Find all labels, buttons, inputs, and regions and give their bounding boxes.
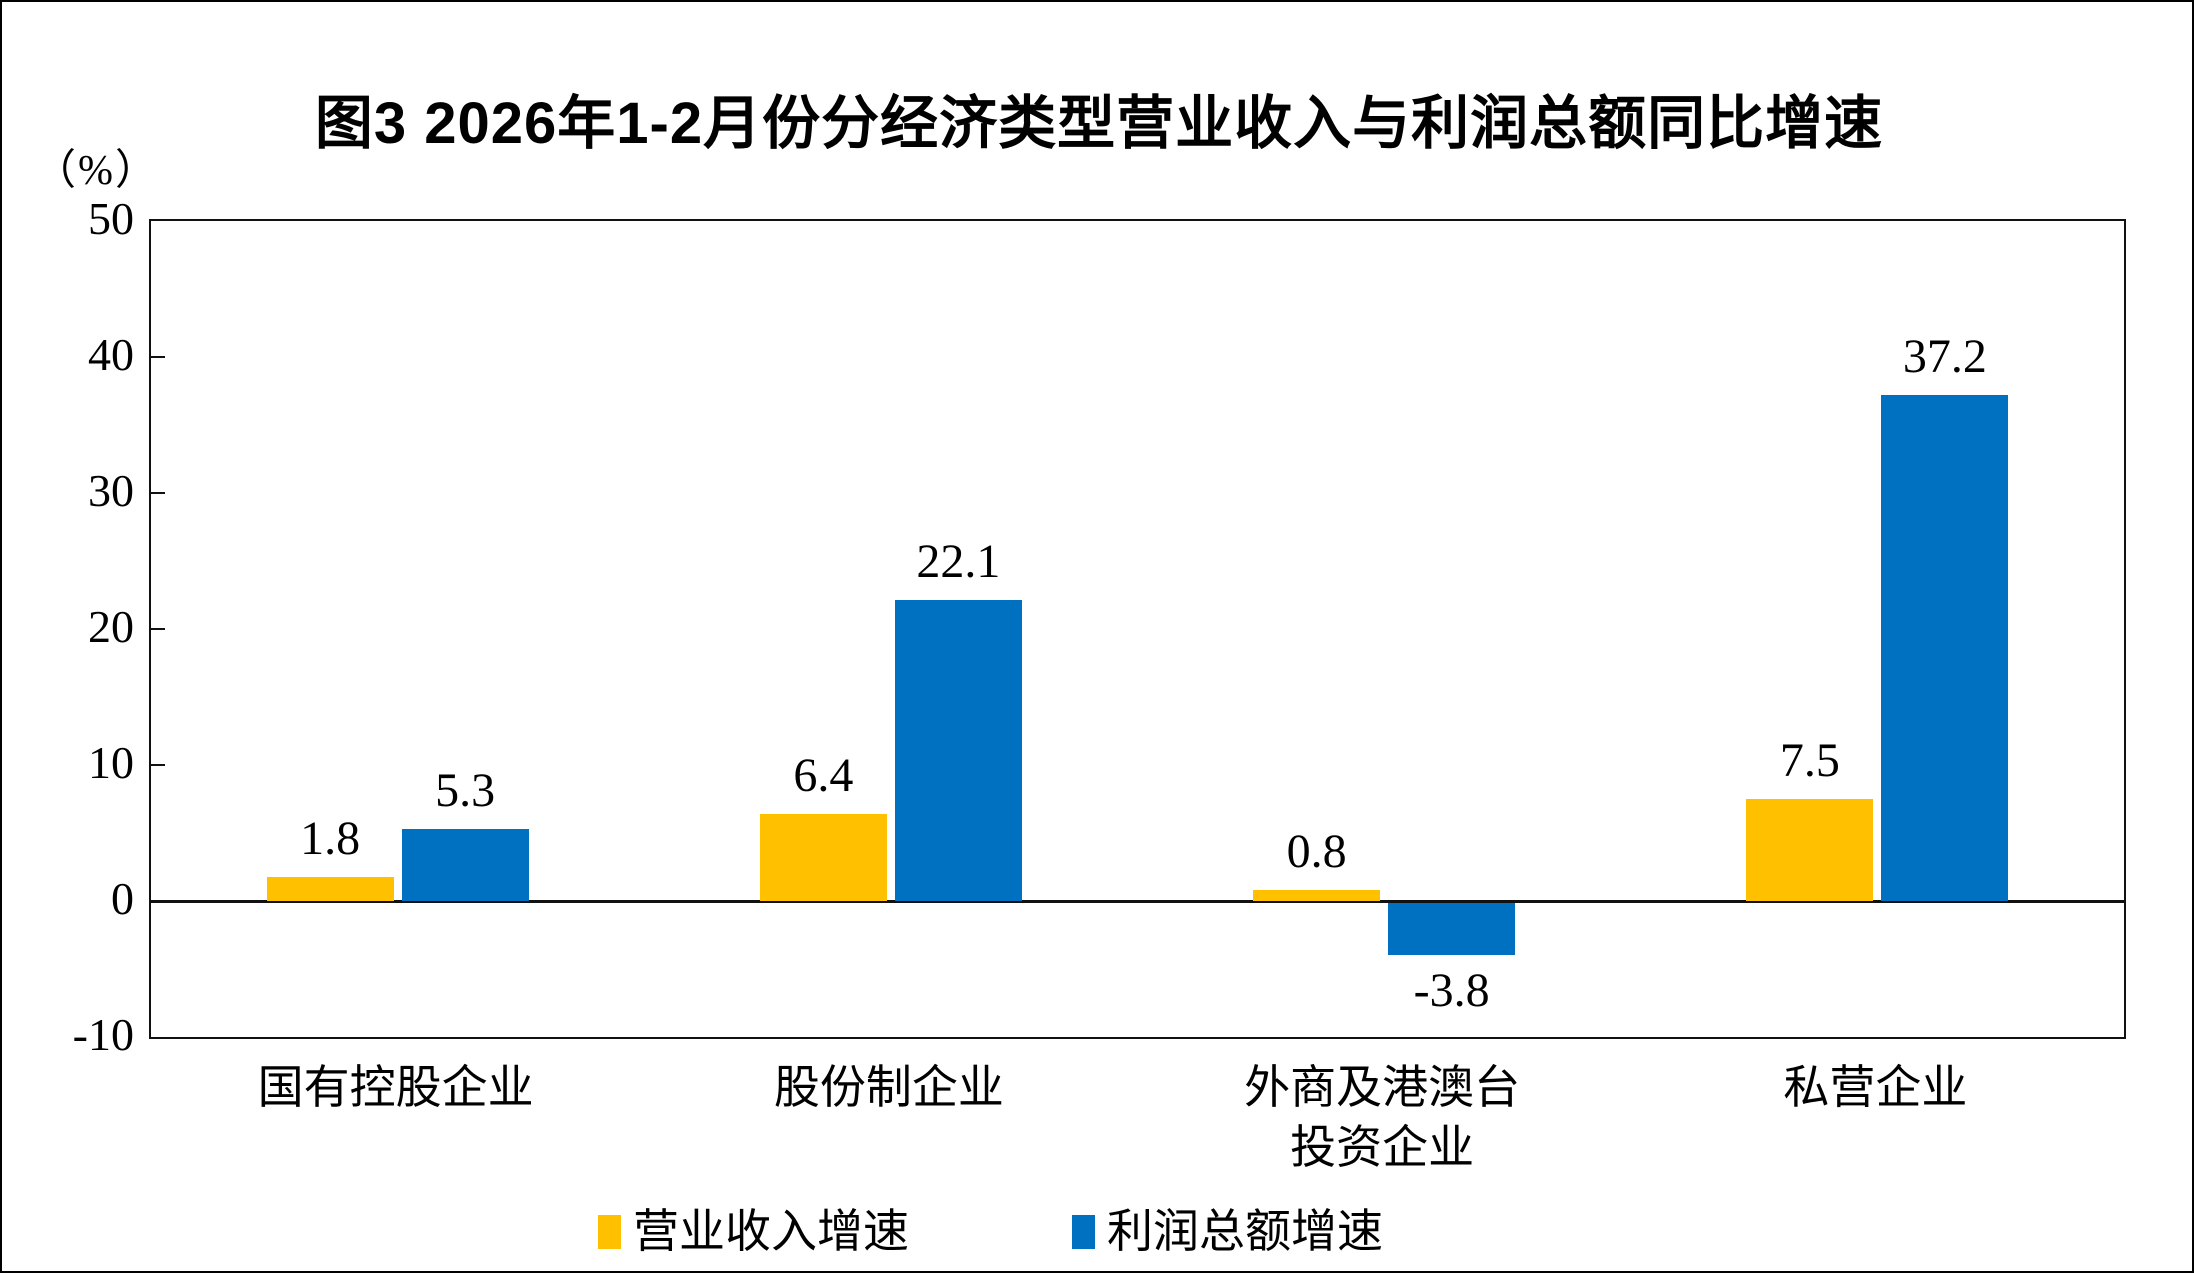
y-axis-tick [151, 764, 165, 766]
category-label: 国有控股企业 [258, 1058, 534, 1118]
bar-value-label: 1.8 [300, 811, 361, 865]
bar [1388, 903, 1516, 955]
y-axis-tick-label: 30 [88, 465, 134, 516]
category-label: 股份制企业 [774, 1058, 1004, 1118]
bar-value-label: -3.8 [1413, 963, 1490, 1017]
bar-value-label: 0.8 [1286, 825, 1347, 879]
chart-legend: 营业收入增速 利润总额增速 [2, 1204, 2194, 1260]
legend-item: 营业收入增速 [598, 1204, 909, 1260]
y-axis-tick [151, 356, 165, 358]
category-label-line: 国有控股企业 [257, 1062, 534, 1113]
legend-label: 营业收入增速 [633, 1206, 909, 1257]
y-axis-tick-label: 0 [111, 873, 134, 924]
legend-item: 利润总额增速 [1072, 1204, 1383, 1260]
bar [759, 813, 887, 901]
legend-swatch [1072, 1215, 1095, 1249]
category-label: 外商及港澳台 投资企业 [1244, 1058, 1520, 1178]
category-label-line: 投资企业 [1290, 1122, 1475, 1173]
bar-value-label: 6.4 [793, 748, 854, 802]
y-axis-unit-label: （%） [34, 148, 159, 194]
y-axis-tick-label: 20 [88, 601, 134, 652]
y-axis-tick-label: -10 [72, 1009, 134, 1060]
bar [1881, 395, 2009, 901]
legend-swatch [598, 1215, 621, 1249]
bar-value-label: 37.2 [1902, 330, 1987, 384]
bar [1746, 799, 1874, 901]
bar [266, 876, 394, 901]
legend-label: 利润总额增速 [1107, 1206, 1383, 1257]
y-axis-tick [151, 492, 165, 494]
y-axis-tick-label: 10 [88, 737, 134, 788]
y-axis-tick-label: 50 [88, 193, 134, 244]
chart-title: 图3 2026年1-2月份分经济类型营业收入与利润总额同比增速 [314, 91, 1884, 156]
zero-axis-line [151, 900, 2124, 903]
category-label-line: 私营企业 [1783, 1062, 1968, 1113]
bar-value-label: 22.1 [916, 535, 1001, 589]
bar-value-label: 5.3 [435, 763, 496, 817]
category-label-line: 外商及港澳台 [1244, 1062, 1521, 1113]
y-axis-tick [151, 628, 165, 630]
y-axis-tick-label: 40 [88, 329, 134, 380]
bar [401, 828, 529, 901]
bar-value-label: 7.5 [1779, 734, 1840, 787]
category-label-line: 股份制企业 [773, 1062, 1004, 1113]
category-label: 私营企业 [1783, 1058, 1967, 1118]
bar [894, 600, 1022, 901]
plot-area: 1.8 5.3 6.4 22.1 0.8 -3.8 7.5 37.2 [149, 219, 2126, 1039]
bar [1253, 890, 1381, 901]
